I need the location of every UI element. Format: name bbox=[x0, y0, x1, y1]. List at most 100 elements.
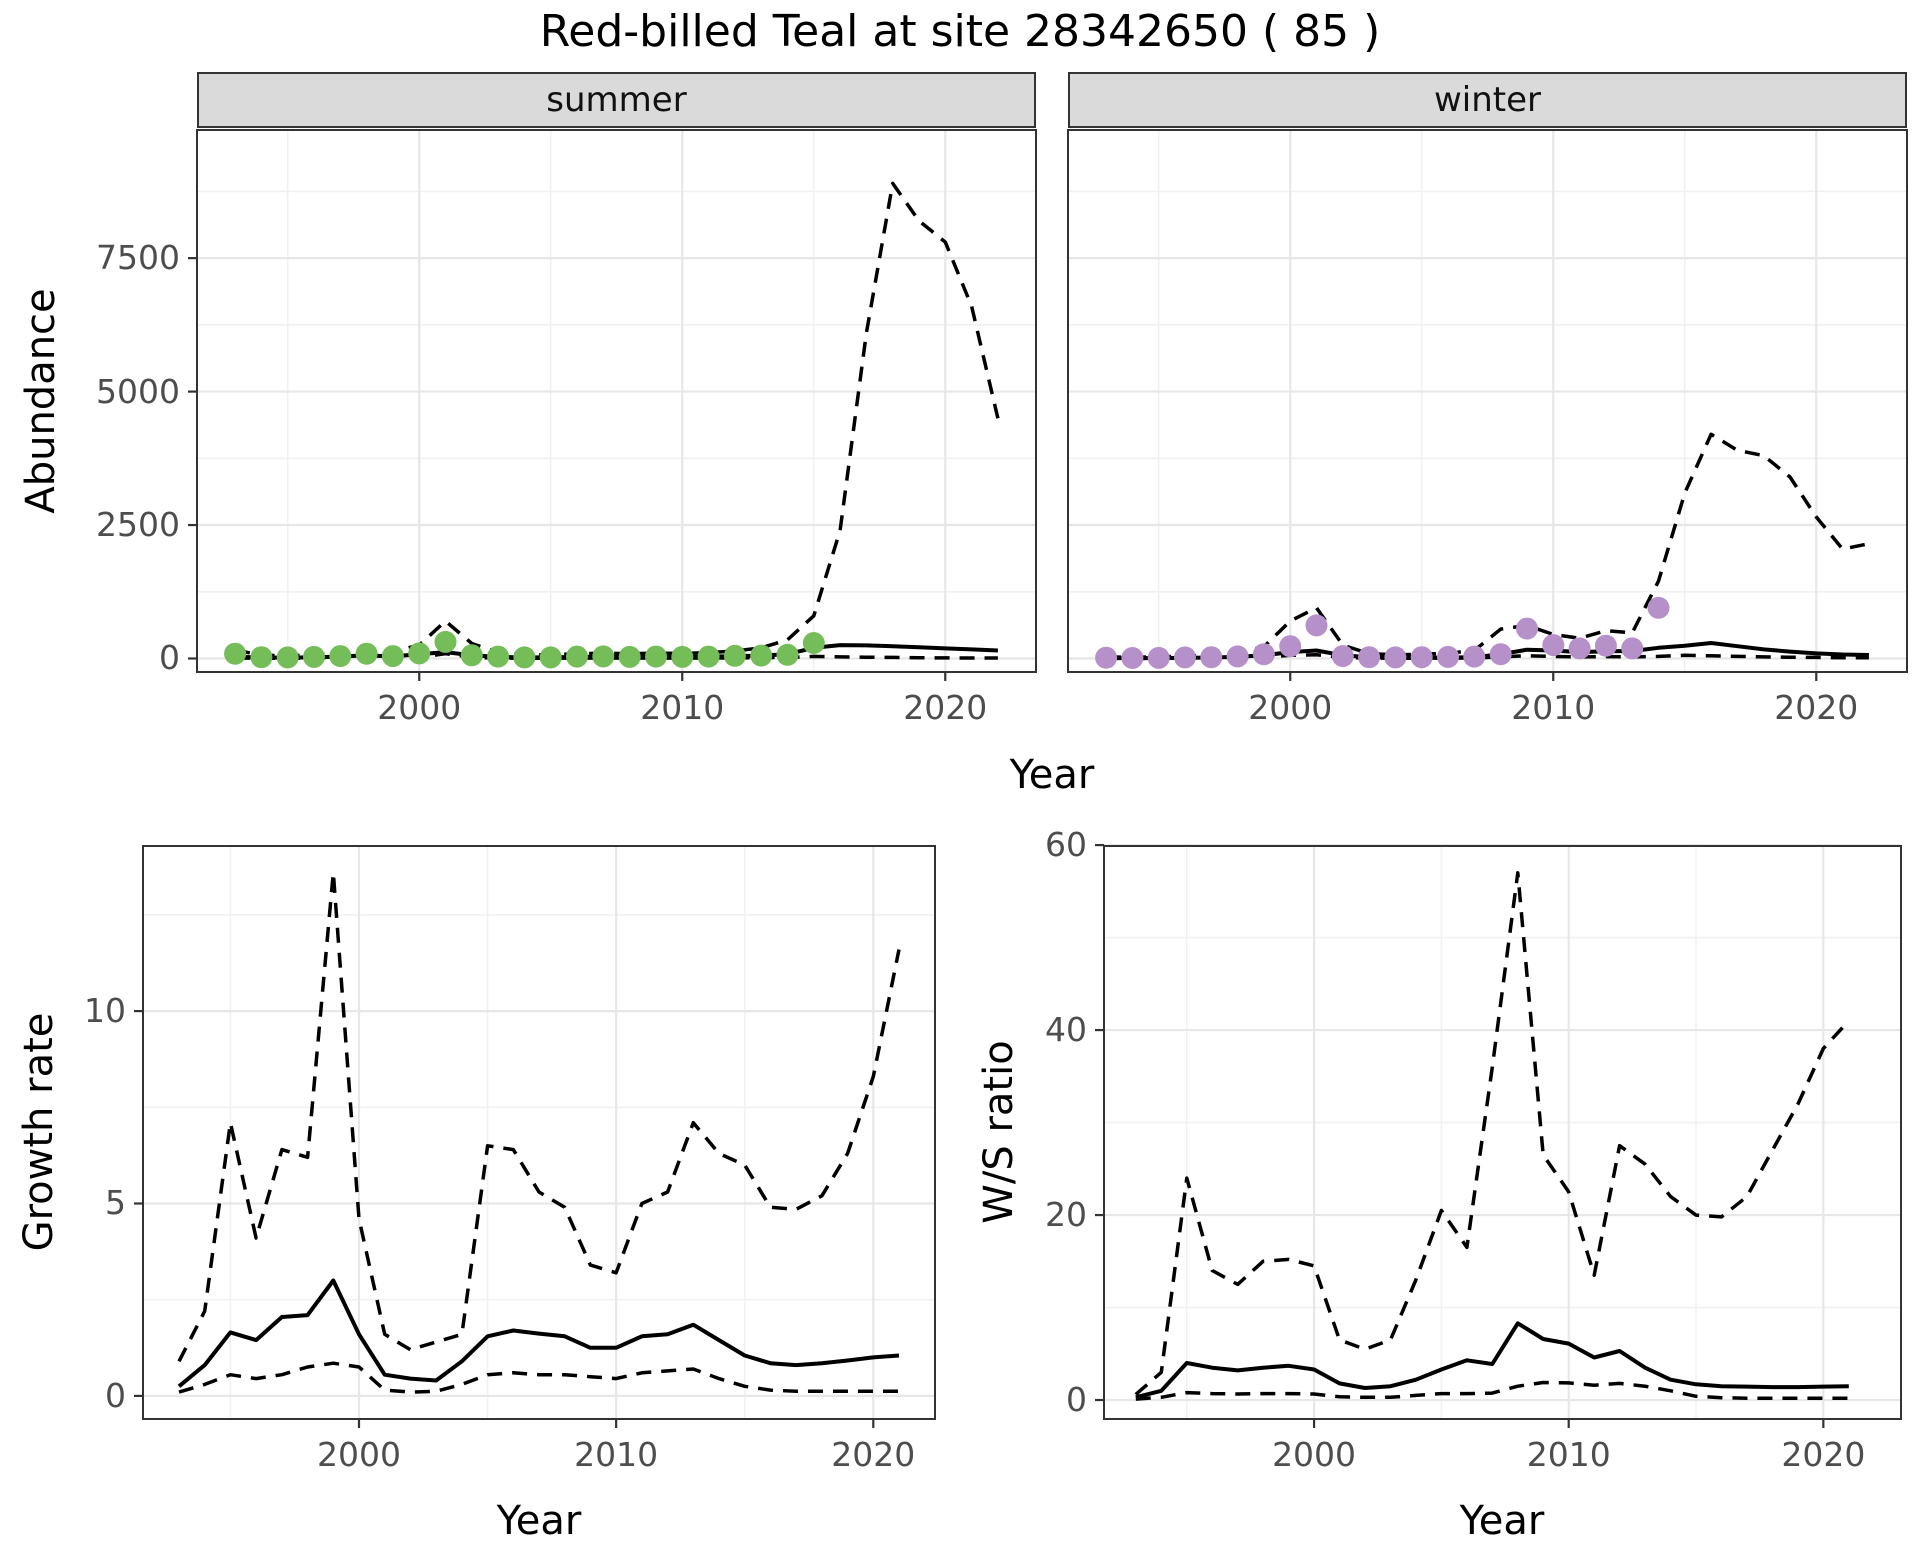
x-tick-label: 2020 bbox=[1774, 688, 1859, 727]
data-point bbox=[250, 646, 273, 669]
x-tick-label: 2010 bbox=[640, 688, 725, 727]
facet-strip-summer-label: summer bbox=[546, 80, 687, 120]
data-point bbox=[303, 645, 325, 668]
abundance_winter-grid-minor bbox=[1068, 130, 1907, 672]
data-point bbox=[460, 644, 483, 667]
y-axis-title-growth-rate: Growth rate bbox=[16, 1012, 62, 1252]
x-tick-label: 2020 bbox=[903, 688, 988, 727]
y-tick-label: 0 bbox=[1066, 1380, 1087, 1420]
x-axis-title-year-top: Year bbox=[1009, 752, 1095, 798]
abundance_summer-panel-border bbox=[196, 129, 1037, 673]
ws_ratio-ci_lower-line bbox=[1135, 1380, 1849, 1401]
data-point bbox=[723, 644, 746, 667]
abundance_summer-panel bbox=[188, 129, 1037, 681]
data-point bbox=[276, 646, 299, 669]
y-tick-label: 5 bbox=[105, 1183, 126, 1223]
data-point bbox=[1279, 635, 1302, 658]
abundance_summer-axis-ticks bbox=[188, 257, 947, 681]
data-point bbox=[671, 645, 694, 668]
observed_counts_summer-points bbox=[224, 630, 825, 669]
abundance_winter-axis-ticks bbox=[1289, 672, 1818, 681]
x-tick-label: 2020 bbox=[831, 1435, 916, 1474]
y-tick-label: 0 bbox=[159, 638, 180, 678]
data-point bbox=[1384, 646, 1407, 669]
data-point bbox=[434, 630, 457, 653]
data-point bbox=[802, 632, 825, 654]
y-tick-label: 20 bbox=[1045, 1195, 1087, 1235]
growth_rate-median-line bbox=[177, 1278, 900, 1388]
x-tick-label: 2000 bbox=[377, 688, 462, 727]
data-point bbox=[1437, 645, 1459, 668]
data-point bbox=[750, 644, 773, 667]
facet-strip-winter-label: winter bbox=[1433, 80, 1542, 120]
data-point bbox=[329, 645, 352, 668]
data-point bbox=[1095, 646, 1118, 669]
data-point bbox=[381, 645, 404, 668]
growth_rate-axis-ticks bbox=[134, 1009, 875, 1428]
plot-title: Red-billed Teal at site 28342650 ( 85 ) bbox=[539, 6, 1381, 57]
abundance_summer-panel-background bbox=[197, 130, 1036, 672]
abundance_winter-panel-background bbox=[1068, 130, 1907, 672]
x-tick-label: 2000 bbox=[317, 1435, 401, 1474]
data-point bbox=[1121, 647, 1144, 669]
x-tick-label: 2010 bbox=[574, 1435, 659, 1474]
data-point bbox=[1542, 634, 1565, 657]
ws_ratio-median-line bbox=[1135, 1321, 1849, 1400]
x-axis-title-year-bottom-left: Year bbox=[496, 1498, 582, 1544]
observed_counts_winter-points bbox=[1095, 596, 1670, 669]
data-point bbox=[1331, 645, 1354, 668]
data-point bbox=[592, 645, 615, 668]
data-point bbox=[1226, 645, 1249, 668]
y-tick-label: 0 bbox=[105, 1375, 126, 1415]
y-tick-label: 7500 bbox=[96, 238, 180, 278]
growth_rate-grid-major bbox=[143, 846, 935, 1419]
x-tick-label: 2010 bbox=[1526, 1435, 1611, 1474]
ws_ratio-panel-background bbox=[1104, 846, 1901, 1419]
data-point bbox=[224, 642, 247, 665]
y-tick-label: 2500 bbox=[96, 505, 180, 545]
abundance_summer-grid-major bbox=[197, 130, 1036, 672]
y-tick-label: 5000 bbox=[96, 371, 180, 411]
data-point bbox=[1516, 617, 1538, 640]
growth_rate-panel bbox=[134, 845, 936, 1428]
data-point bbox=[618, 645, 641, 668]
y-tick-label: 40 bbox=[1045, 1010, 1087, 1050]
facet-strip-winter: winter bbox=[1068, 72, 1907, 128]
growth_rate-ci_lower-line bbox=[178, 1361, 899, 1394]
y-tick-label: 10 bbox=[84, 991, 126, 1031]
data-point bbox=[1252, 643, 1275, 666]
facet-strip-summer: summer bbox=[197, 72, 1036, 128]
x-tick-label: 2000 bbox=[1248, 688, 1333, 727]
data-point bbox=[355, 642, 378, 665]
y-tick-label: 60 bbox=[1045, 825, 1087, 865]
data-point bbox=[1568, 637, 1591, 660]
x-tick-label: 2000 bbox=[1272, 1435, 1357, 1474]
data-point bbox=[487, 645, 510, 668]
ws_ratio-panel-border bbox=[1103, 845, 1902, 1420]
x-tick-label: 2020 bbox=[1781, 1435, 1866, 1474]
data-point bbox=[1174, 646, 1196, 669]
abundance_winter-panel bbox=[1067, 129, 1908, 681]
data-point bbox=[513, 646, 536, 669]
x-tick-label: 2010 bbox=[1511, 688, 1596, 727]
ws_ratio-grid-minor bbox=[1104, 846, 1901, 1419]
data-point bbox=[1147, 646, 1170, 669]
abundance_winter-panel-border bbox=[1067, 129, 1908, 673]
data-point bbox=[1621, 637, 1644, 660]
ws_ratio-ci_upper-line bbox=[1134, 871, 1851, 1396]
data-point bbox=[408, 642, 431, 665]
growth_rate-ci_upper-line bbox=[177, 870, 901, 1363]
data-point bbox=[566, 645, 588, 668]
data-point bbox=[1305, 614, 1328, 637]
x-axis-title-year-bottom-right: Year bbox=[1459, 1498, 1545, 1544]
ws_ratio-axis-ticks bbox=[1095, 843, 1825, 1428]
data-point bbox=[1200, 646, 1223, 669]
data-point bbox=[1463, 645, 1486, 668]
data-point bbox=[645, 645, 667, 668]
growth_rate-panel-border bbox=[142, 845, 936, 1420]
data-point bbox=[697, 645, 720, 668]
data-point bbox=[1647, 596, 1670, 619]
data-point bbox=[1489, 643, 1512, 666]
abundance_summer-grid-minor bbox=[197, 130, 1036, 672]
